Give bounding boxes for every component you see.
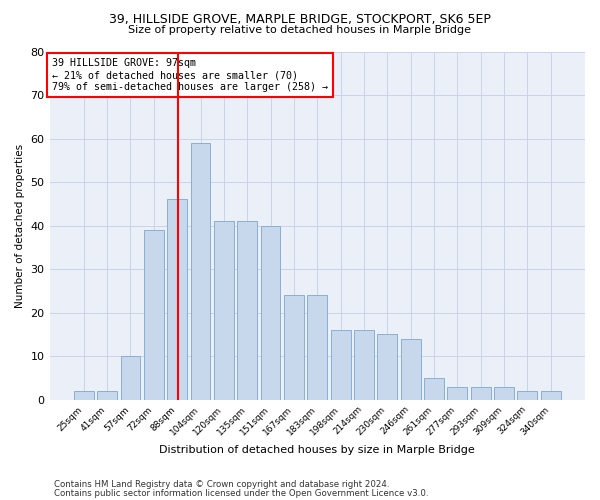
Bar [448, 386, 467, 400]
Bar [517, 391, 538, 400]
Y-axis label: Number of detached properties: Number of detached properties [15, 144, 25, 308]
Text: 39, HILLSIDE GROVE, MARPLE BRIDGE, STOCKPORT, SK6 5EP: 39, HILLSIDE GROVE, MARPLE BRIDGE, STOCK… [109, 12, 491, 26]
X-axis label: Distribution of detached houses by size in Marple Bridge: Distribution of detached houses by size … [160, 445, 475, 455]
Bar [494, 386, 514, 400]
Text: Contains public sector information licensed under the Open Government Licence v3: Contains public sector information licen… [54, 488, 428, 498]
Bar [331, 330, 350, 400]
Bar [167, 200, 187, 400]
Bar [97, 391, 117, 400]
Bar [307, 296, 327, 400]
Bar [214, 222, 234, 400]
Bar [401, 339, 421, 400]
Bar [377, 334, 397, 400]
Bar [541, 391, 560, 400]
Bar [471, 386, 491, 400]
Bar [191, 143, 211, 400]
Bar [354, 330, 374, 400]
Bar [121, 356, 140, 400]
Bar [74, 391, 94, 400]
Text: Contains HM Land Registry data © Crown copyright and database right 2024.: Contains HM Land Registry data © Crown c… [54, 480, 389, 489]
Bar [260, 226, 280, 400]
Bar [284, 296, 304, 400]
Text: 39 HILLSIDE GROVE: 97sqm
← 21% of detached houses are smaller (70)
79% of semi-d: 39 HILLSIDE GROVE: 97sqm ← 21% of detach… [52, 58, 328, 92]
Bar [424, 378, 444, 400]
Text: Size of property relative to detached houses in Marple Bridge: Size of property relative to detached ho… [128, 25, 472, 35]
Bar [144, 230, 164, 400]
Bar [238, 222, 257, 400]
